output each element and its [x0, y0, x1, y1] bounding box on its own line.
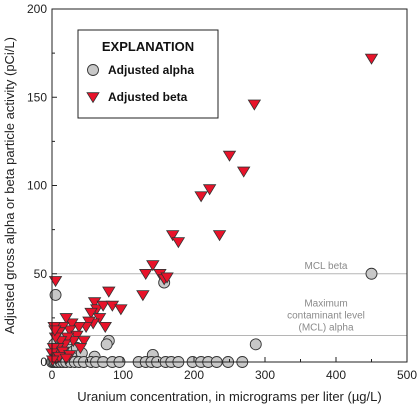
beta-point	[222, 150, 237, 162]
legend-beta-marker	[86, 92, 100, 104]
beta-point	[212, 230, 227, 242]
beta-point	[194, 191, 208, 203]
x-tick-label: 500	[397, 368, 417, 382]
reference-line-label: (MCL) alpha	[298, 323, 353, 334]
axis-ticks: 0 100 200 300 400 500 0 50 100 150 200	[27, 2, 417, 382]
legend: EXPLANATION Adjusted alpha Adjusted beta	[77, 29, 219, 119]
y-axis-title: Adjusted gross alpha or beta particle ac…	[2, 37, 17, 334]
alpha-point	[249, 338, 262, 351]
alpha-point	[100, 338, 113, 351]
legend-title: EXPLANATION	[102, 39, 194, 54]
y-tick-label: 100	[27, 179, 47, 193]
x-tick-label: 400	[326, 368, 346, 382]
beta-point	[146, 260, 160, 272]
alpha-point	[49, 288, 62, 301]
y-tick-label: 200	[27, 2, 47, 16]
legend-beta-label: Adjusted beta	[108, 90, 188, 104]
beta-point	[72, 321, 86, 333]
x-axis-title: Uranium concentration, in micrograms per…	[77, 389, 381, 404]
legend-box	[77, 29, 219, 119]
beta-point	[102, 286, 116, 298]
x-tick-label: 200	[184, 368, 204, 382]
alpha-point	[365, 267, 378, 280]
beta-point	[364, 53, 379, 65]
beta-point	[73, 343, 88, 355]
legend-alpha-label: Adjusted alpha	[108, 63, 194, 77]
beta-point	[98, 321, 112, 333]
beta-point	[202, 184, 217, 196]
beta-point	[45, 355, 60, 367]
x-tick-label: 0	[49, 368, 56, 382]
y-tick-label: 0	[40, 355, 47, 369]
x-tick-label: 300	[255, 368, 275, 382]
beta-point	[165, 230, 180, 242]
beta-point	[59, 313, 73, 325]
reference-line-label: contaminant level	[287, 311, 365, 322]
beta-point	[65, 318, 79, 330]
beta-point	[96, 300, 110, 312]
beta-point	[114, 304, 128, 316]
beta-point	[136, 290, 150, 302]
reference-line-label: Maximum	[304, 299, 347, 310]
beta-point	[171, 237, 186, 249]
beta-point	[77, 336, 91, 348]
y-tick-label: 50	[34, 267, 48, 281]
x-tick-label: 100	[113, 368, 133, 382]
beta-point	[139, 269, 153, 281]
legend-alpha-marker	[87, 64, 99, 76]
beta-point	[59, 353, 73, 365]
beta-point	[160, 272, 174, 284]
reference-line-label: MCL beta	[305, 261, 348, 272]
beta-point	[48, 276, 63, 288]
beta-point	[236, 166, 251, 178]
beta-point	[247, 99, 262, 111]
y-tick-label: 150	[27, 90, 47, 104]
